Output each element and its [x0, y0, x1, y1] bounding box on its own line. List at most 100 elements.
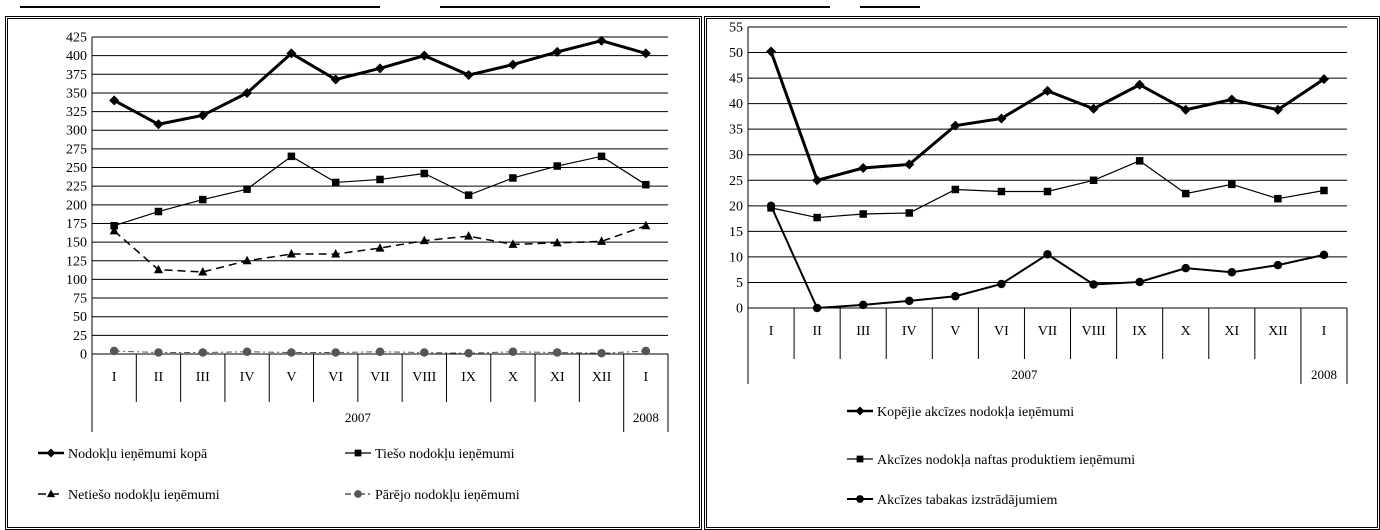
data-point	[858, 163, 869, 174]
data-point	[597, 349, 606, 358]
data-point	[1227, 267, 1237, 277]
y-tick-label: 175	[66, 217, 87, 232]
year-label: 2007	[1011, 367, 1038, 382]
data-point	[507, 59, 518, 70]
legend-label: Akcīzes tabakas izstrādājumiem	[877, 493, 1057, 508]
data-point	[464, 191, 473, 199]
data-point	[197, 110, 208, 121]
data-point	[1043, 187, 1052, 196]
data-point	[597, 236, 607, 245]
data-point	[997, 279, 1006, 289]
x-tick-label: VI	[994, 324, 1009, 339]
data-point	[242, 255, 252, 265]
data-point	[951, 291, 960, 301]
data-point	[242, 347, 252, 357]
legend-label: Nodokļu ieņēmumi kopā	[68, 447, 208, 462]
data-point	[1181, 189, 1190, 198]
data-point	[375, 243, 385, 252]
data-point	[766, 201, 776, 211]
year-label: 2008	[1311, 367, 1337, 382]
y-tick-label: 250	[66, 161, 87, 176]
x-tick-label: VII	[1038, 324, 1058, 339]
data-point	[1042, 85, 1053, 96]
data-point	[199, 195, 207, 204]
data-point	[1228, 180, 1236, 189]
data-point	[813, 213, 821, 222]
x-tick-label: XI	[550, 370, 565, 385]
y-tick-label: 25	[729, 174, 743, 189]
data-point	[812, 303, 822, 313]
y-tick-label: 15	[729, 225, 743, 240]
y-tick-label: 425	[66, 31, 87, 46]
data-point	[198, 348, 208, 357]
data-point	[375, 347, 385, 357]
y-tick-label: 0	[80, 348, 87, 363]
y-tick-label: 275	[66, 142, 87, 157]
data-point	[287, 348, 296, 357]
data-point	[508, 347, 518, 357]
data-point	[286, 249, 296, 258]
y-tick-label: 25	[73, 329, 87, 344]
data-point	[996, 113, 1007, 124]
chart-panel-tax-revenue: 0 25 50 75 100 125 150 175 200 225 250 275 300 325 350…	[5, 16, 702, 530]
data-point	[1181, 263, 1190, 273]
x-tick-label: IX	[1132, 324, 1147, 339]
legend-marker	[354, 449, 362, 457]
data-point	[859, 210, 867, 218]
data-point	[331, 178, 340, 187]
x-tick-label: V	[286, 370, 296, 385]
year-label: 2008	[633, 410, 659, 425]
x-tick-label: X	[1181, 324, 1191, 339]
data-point	[464, 349, 473, 358]
data-point	[242, 87, 253, 98]
data-point	[153, 264, 163, 274]
legend-label: Akcīzes nodokļa naftas produktiem ieņēmu…	[877, 453, 1135, 468]
y-tick-label: 225	[66, 180, 87, 195]
data-point	[376, 175, 384, 184]
data-point	[1089, 176, 1098, 185]
data-point	[997, 187, 1006, 196]
data-point	[375, 63, 385, 74]
data-point	[464, 231, 474, 240]
legend-label: Pārējo nodokļu ieņēmumi	[375, 488, 520, 503]
data-point	[641, 220, 651, 230]
x-tick-label: VIII	[1082, 324, 1106, 339]
data-point	[420, 348, 429, 357]
y-tick-label: 300	[66, 124, 87, 139]
data-point	[287, 152, 296, 161]
x-tick-label: II	[154, 370, 164, 385]
data-point	[1088, 103, 1099, 114]
data-point	[905, 296, 914, 306]
year-label: 2007	[345, 410, 372, 425]
data-point	[1089, 280, 1098, 289]
x-tick-label: IX	[461, 370, 476, 385]
x-tick-label: I	[112, 370, 117, 385]
series-line	[769, 51, 1325, 183]
y-tick-label: 0	[736, 302, 743, 317]
data-point	[597, 152, 606, 161]
y-tick-label: 35	[729, 123, 743, 138]
data-point	[766, 46, 777, 57]
data-point	[641, 346, 651, 356]
x-tick-label: V	[950, 324, 960, 339]
x-tick-label: VI	[328, 370, 343, 385]
data-point	[812, 175, 823, 186]
data-point	[1043, 250, 1052, 259]
y-tick-label: 75	[73, 292, 87, 307]
data-point	[1274, 194, 1282, 203]
data-point	[1135, 157, 1144, 165]
data-point	[109, 95, 120, 106]
data-point	[552, 46, 563, 57]
y-tick-label: 40	[729, 97, 743, 112]
x-tick-label: II	[812, 324, 822, 339]
x-tick-label: I	[1322, 324, 1327, 339]
data-point	[463, 70, 474, 81]
data-point	[1134, 79, 1145, 90]
y-tick-label: 5	[736, 276, 743, 291]
legend-marker	[856, 495, 864, 503]
data-point	[1135, 277, 1144, 287]
data-point	[858, 300, 868, 310]
legend-marker	[46, 448, 56, 458]
data-point	[331, 249, 341, 258]
